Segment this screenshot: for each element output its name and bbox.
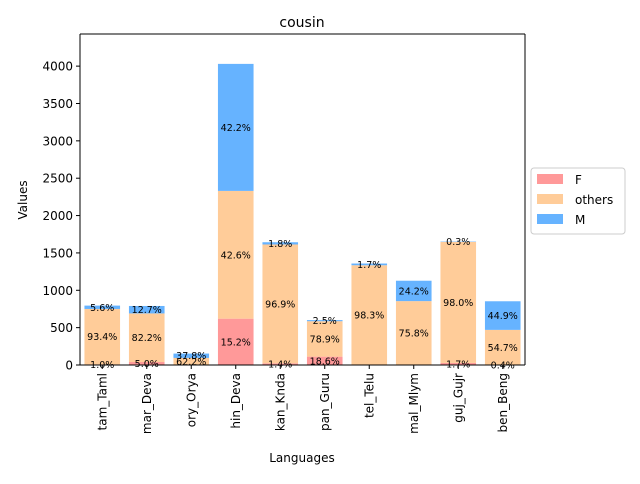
data-label-M-kan_Knda: 1.8% <box>268 239 292 250</box>
data-label-M-ory_Orya: 37.8% <box>176 351 206 362</box>
chart-title: cousin <box>279 15 324 31</box>
data-label-M-hin_Deva: 42.2% <box>221 123 251 134</box>
bars-layer <box>84 64 520 365</box>
x-tick-label-kan_Knda: kan_Knda <box>273 373 287 431</box>
y-tick-label-500: 500 <box>50 321 73 335</box>
y-tick-label-0: 0 <box>65 359 73 373</box>
y-tick-label-4000: 4000 <box>42 60 73 74</box>
data-label-F-hin_Deva: 15.2% <box>221 337 251 348</box>
data-label-others-pan_Guru: 78.9% <box>310 334 340 345</box>
y-tick-label-2500: 2500 <box>42 172 73 186</box>
data-label-M-ben_Beng: 44.9% <box>488 311 518 322</box>
x-tick-label-mal_Mlym: mal_Mlym <box>407 373 421 434</box>
x-tick-label-ben_Beng: ben_Beng <box>496 373 510 432</box>
data-label-others-ben_Beng: 54.7% <box>488 343 518 354</box>
y-tick-label-1500: 1500 <box>42 246 73 260</box>
y-tick-label-3000: 3000 <box>42 134 73 148</box>
data-label-M-mar_Deva: 12.7% <box>132 305 162 316</box>
y-tick-label-2000: 2000 <box>42 209 73 223</box>
data-label-others-tam_Taml: 93.4% <box>87 332 117 343</box>
data-label-others-mal_Mlym: 75.8% <box>399 329 429 340</box>
legend-label-others: others <box>575 193 613 207</box>
data-label-M-guj_Gujr: 0.3% <box>446 237 470 248</box>
data-label-others-hin_Deva: 42.6% <box>221 250 251 261</box>
x-tick-label-ory_Orya: ory_Orya <box>184 373 198 427</box>
y-tick-label-3500: 3500 <box>42 97 73 111</box>
data-label-others-tel_Telu: 98.3% <box>354 311 384 322</box>
legend-swatch-F <box>537 174 563 184</box>
legend-label-F: F <box>575 173 582 187</box>
data-label-M-tel_Telu: 1.7% <box>357 260 381 271</box>
x-axis-label: Languages <box>269 451 334 465</box>
y-axis-label: Values <box>16 180 30 219</box>
data-label-others-mar_Deva: 82.2% <box>132 333 162 344</box>
data-label-M-tam_Taml: 5.6% <box>90 303 114 314</box>
data-label-others-guj_Gujr: 98.0% <box>443 298 473 309</box>
data-label-others-kan_Knda: 96.9% <box>265 299 295 310</box>
legend-swatch-others <box>537 194 563 204</box>
x-tick-label-hin_Deva: hin_Deva <box>229 373 243 429</box>
legend-swatch-M <box>537 214 563 224</box>
x-tick-label-pan_Guru: pan_Guru <box>318 373 332 431</box>
x-tick-label-mar_Deva: mar_Deva <box>140 373 154 434</box>
x-tick-label-tel_Telu: tel_Telu <box>362 373 376 418</box>
x-tick-label-guj_Gujr: guj_Gujr <box>451 373 465 423</box>
y-tick-label-1000: 1000 <box>42 284 73 298</box>
legend-label-M: M <box>575 213 585 227</box>
data-label-M-pan_Guru: 2.5% <box>313 316 337 327</box>
x-tick-label-tam_Taml: tam_Taml <box>95 373 109 430</box>
data-label-M-mal_Mlym: 24.2% <box>399 286 429 297</box>
axes-layer: 0 500 1000 1500 2000 2500 3000 3500 4000 tam_Taml… <box>42 34 525 434</box>
